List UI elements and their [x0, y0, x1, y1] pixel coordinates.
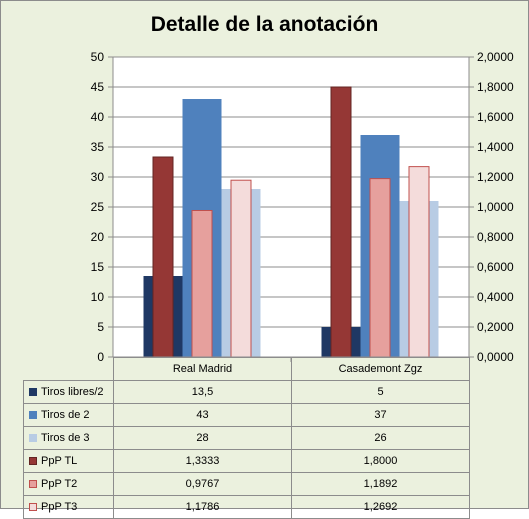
bar: [330, 86, 352, 358]
category-label: Casademont Zgz: [291, 357, 470, 381]
left-tick-label: 20: [91, 230, 105, 244]
table-row: Tiros de 3 28 26: [23, 426, 470, 450]
right-tick-label: 1,8000: [477, 80, 514, 94]
left-tick-label: 10: [91, 290, 105, 304]
left-tick-label: 25: [91, 200, 105, 214]
table-row: PpP T2 0,9767 1,1892: [23, 472, 470, 496]
data-label: 1,3333: [113, 449, 292, 473]
left-tick-label: 0: [97, 350, 104, 364]
right-axis-tick-labels: 0,0000 0,2000 0,4000 0,6000 0,8000 1,0000 1,20…: [477, 50, 514, 364]
data-label: 26: [291, 426, 470, 450]
bar: [191, 209, 213, 358]
legend-label: Tiros de 3: [41, 432, 90, 444]
bar: [230, 179, 252, 358]
legend-swatch: [29, 503, 37, 511]
right-tick-label: 0,2000: [477, 320, 514, 334]
right-tick-label: 0,0000: [477, 350, 514, 364]
legend-label: PpP T2: [41, 478, 78, 490]
data-label: 37: [291, 403, 470, 427]
left-tick-label: 45: [91, 80, 105, 94]
bar: [369, 178, 391, 358]
legend-label: Tiros de 2: [41, 409, 90, 421]
data-label: 28: [113, 426, 292, 450]
chart-title: Detalle de la anotación: [150, 13, 379, 36]
legend-entry: PpP T3: [23, 495, 114, 519]
data-table: Real Madrid Casademont Zgz Tiros libres/…: [23, 357, 470, 519]
right-tick-label: 0,8000: [477, 230, 514, 244]
table-row: PpP T3 1,1786 1,2692: [23, 495, 470, 519]
right-tick-label: 1,4000: [477, 140, 514, 154]
category-label: Real Madrid: [113, 357, 292, 381]
legend-entry: Tiros de 3: [23, 426, 114, 450]
left-tick-label: 30: [91, 170, 105, 184]
left-tick-label: 5: [97, 320, 104, 334]
data-label: 0,9767: [113, 472, 292, 496]
legend-entry: PpP TL: [23, 449, 114, 473]
data-label: 1,8000: [291, 449, 470, 473]
legend-swatch: [29, 411, 37, 419]
left-tick-label: 40: [91, 110, 105, 124]
legend-entry: PpP T2: [23, 472, 114, 496]
left-axis-tick-labels: 0 5 10 15 20 25 30 35 40 45 50: [91, 50, 105, 364]
bar: [408, 166, 430, 358]
table-header-row: Real Madrid Casademont Zgz: [23, 357, 470, 381]
data-label: 43: [113, 403, 292, 427]
data-label: 13,5: [113, 380, 292, 404]
right-tick-label: 0,4000: [477, 290, 514, 304]
legend-entry: Tiros libres/2: [23, 380, 114, 404]
right-tick-label: 0,6000: [477, 260, 514, 274]
data-label: 1,2692: [291, 495, 470, 519]
left-tick-label: 50: [91, 50, 105, 64]
left-tick-label: 35: [91, 140, 105, 154]
data-label: 5: [291, 380, 470, 404]
right-tick-label: 1,0000: [477, 200, 514, 214]
legend-swatch: [29, 457, 37, 465]
table-corner: [23, 357, 114, 381]
legend-label: PpP T3: [41, 501, 78, 513]
data-label: 1,1892: [291, 472, 470, 496]
legend-label: Tiros libres/2: [41, 386, 104, 398]
legend-swatch: [29, 388, 37, 396]
right-tick-label: 1,2000: [477, 170, 514, 184]
right-tick-label: 1,6000: [477, 110, 514, 124]
legend-entry: Tiros de 2: [23, 403, 114, 427]
table-row: Tiros de 2 43 37: [23, 403, 470, 427]
left-tick-label: 15: [91, 260, 105, 274]
legend-swatch: [29, 434, 37, 442]
right-tick-label: 2,0000: [477, 50, 514, 64]
data-label: 1,1786: [113, 495, 292, 519]
bar: [152, 156, 174, 358]
table-row: PpP TL 1,3333 1,8000: [23, 449, 470, 473]
legend-label: PpP TL: [41, 455, 78, 467]
legend-swatch: [29, 480, 37, 488]
table-row: Tiros libres/2 13,5 5: [23, 380, 470, 404]
bars: [143, 86, 439, 358]
